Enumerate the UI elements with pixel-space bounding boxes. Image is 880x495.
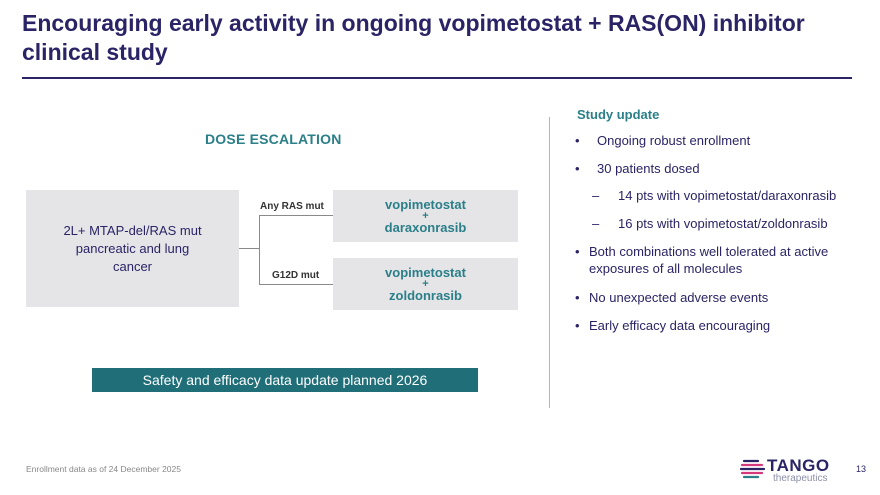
arm-label-any-ras: Any RAS mut bbox=[260, 201, 324, 212]
list-item-text: 16 pts with vopimetostat/zoldonrasib bbox=[618, 216, 828, 231]
drug-name-zoldonrasib: zoldonrasib bbox=[389, 288, 462, 303]
company-logo: TANGO therapeutics bbox=[740, 456, 840, 488]
list-item: • No unexpected adverse events bbox=[572, 289, 872, 306]
drug-name-vopimetostat: vopimetostat bbox=[385, 197, 466, 212]
bullet-marker: • bbox=[575, 290, 580, 305]
patient-population-box: 2L+ MTAP-del/RAS mut pancreatic and lung… bbox=[26, 190, 239, 307]
arm-label-g12d: G12D mut bbox=[272, 270, 320, 281]
list-item: – 16 pts with vopimetostat/zoldonrasib bbox=[572, 215, 872, 232]
title-divider bbox=[22, 77, 852, 79]
connector-branch-bottom bbox=[259, 284, 333, 285]
bullet-marker: • bbox=[575, 161, 580, 176]
connector-vertical bbox=[259, 215, 260, 284]
list-item: • Both combinations well tolerated at ac… bbox=[572, 243, 872, 277]
list-item: • 30 patients dosed bbox=[572, 160, 872, 177]
drug-box-daraxonrasib: vopimetostat + daraxonrasib bbox=[333, 190, 518, 242]
tango-mark-icon bbox=[740, 459, 766, 479]
bullet-marker: • bbox=[575, 244, 580, 259]
patient-population-text: 2L+ MTAP-del/RAS mut pancreatic and lung… bbox=[63, 222, 202, 274]
drug-name-daraxonrasib: daraxonrasib bbox=[384, 220, 467, 235]
list-item-text: 30 patients dosed bbox=[597, 161, 700, 176]
logo-wordmark: TANGO bbox=[767, 456, 830, 475]
data-update-banner: Safety and efficacy data update planned … bbox=[92, 368, 478, 392]
bullet-marker: – bbox=[592, 216, 600, 231]
plus-sign: + bbox=[422, 210, 429, 222]
drug-box-zoldonrasib: vopimetostat + zoldonrasib bbox=[333, 258, 518, 310]
bullet-marker: • bbox=[575, 133, 580, 148]
dose-escalation-heading: DOSE ESCALATION bbox=[205, 131, 342, 147]
page-number: 13 bbox=[856, 464, 867, 474]
logo-subtitle: therapeutics bbox=[773, 473, 828, 484]
connector-branch-top bbox=[259, 215, 333, 216]
list-item: – 14 pts with vopimetostat/daraxonrasib bbox=[572, 187, 872, 204]
footnote: Enrollment data as of 24 December 2025 bbox=[26, 464, 181, 474]
list-item: • Ongoing robust enrollment bbox=[572, 132, 872, 149]
column-divider bbox=[549, 117, 550, 408]
bullet-marker: • bbox=[575, 318, 580, 333]
connector-horizontal-main bbox=[239, 248, 259, 249]
list-item-text: No unexpected adverse events bbox=[589, 290, 769, 305]
slide-title: Encouraging early activity in ongoing vo… bbox=[22, 10, 805, 65]
list-item-text: Both combinations well tolerated at acti… bbox=[589, 244, 829, 276]
list-item: • Early efficacy data encouraging bbox=[572, 317, 872, 334]
list-item-text: Early efficacy data encouraging bbox=[589, 318, 771, 333]
plus-sign: + bbox=[422, 278, 429, 290]
list-item-text: 14 pts with vopimetostat/daraxonrasib bbox=[618, 188, 837, 203]
bullet-marker: – bbox=[592, 188, 600, 203]
list-item-text: Ongoing robust enrollment bbox=[597, 133, 751, 148]
study-update-heading: Study update bbox=[577, 107, 660, 122]
drug-name-vopimetostat: vopimetostat bbox=[385, 265, 466, 280]
